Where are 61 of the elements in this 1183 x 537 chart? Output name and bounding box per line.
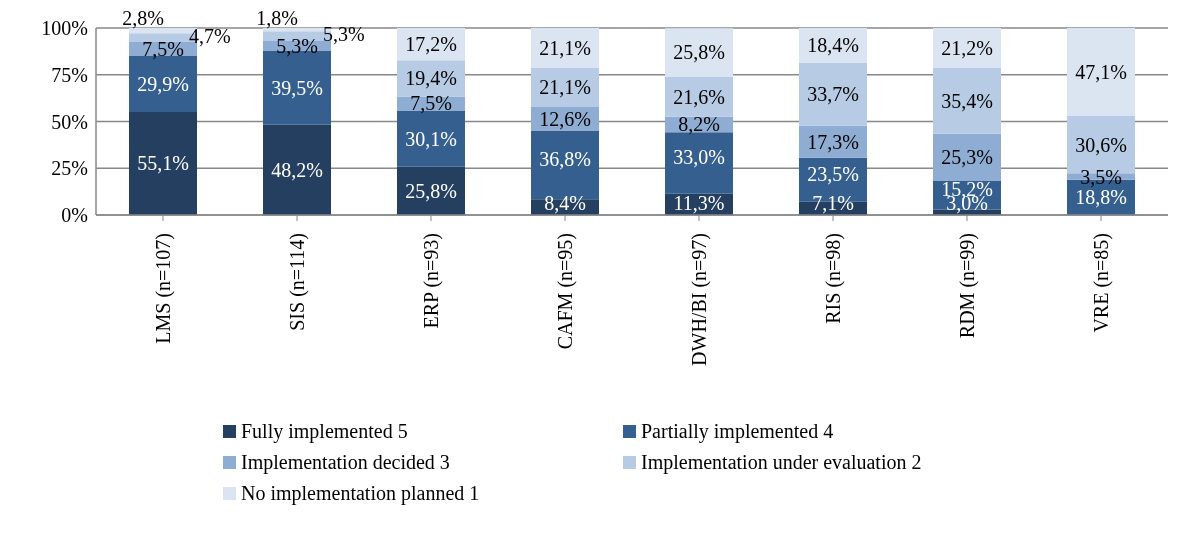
data-label: 8,2% bbox=[678, 113, 720, 136]
data-label: 19,4% bbox=[405, 67, 457, 90]
data-label: 30,6% bbox=[1075, 133, 1127, 156]
data-label: 18,8% bbox=[1075, 186, 1127, 209]
legend-label: Fully implemented 5 bbox=[241, 420, 408, 443]
data-label: 12,6% bbox=[539, 107, 591, 130]
y-tick-label: 50% bbox=[51, 110, 88, 133]
data-label: 33,7% bbox=[807, 82, 859, 105]
x-tick-label: RDM (n=99) bbox=[956, 233, 979, 339]
data-label: 17,3% bbox=[807, 130, 859, 153]
data-label: 25,3% bbox=[941, 146, 993, 169]
data-label: 47,1% bbox=[1075, 61, 1127, 84]
bar bbox=[129, 111, 197, 215]
legend-label: Partially implemented 4 bbox=[641, 420, 834, 443]
data-label: 39,5% bbox=[271, 76, 323, 99]
bar bbox=[531, 67, 599, 107]
data-label: 7,5% bbox=[410, 92, 452, 115]
bar bbox=[1067, 28, 1135, 117]
data-label: 17,2% bbox=[405, 33, 457, 56]
y-tick-label: 0% bbox=[61, 204, 88, 227]
x-tick-label: VRE (n=85) bbox=[1090, 233, 1113, 333]
data-label: 48,2% bbox=[271, 158, 323, 181]
y-tick-label: 25% bbox=[51, 157, 88, 180]
x-tick-label: ERP (n=93) bbox=[420, 233, 443, 329]
legend-label: Implementation under evaluation 2 bbox=[641, 451, 922, 474]
data-label: 3,5% bbox=[1080, 165, 1122, 188]
bar bbox=[933, 67, 1001, 134]
data-label: 25,8% bbox=[405, 179, 457, 202]
data-label: 21,2% bbox=[941, 36, 993, 59]
x-tick-label: RIS (n=98) bbox=[822, 233, 845, 324]
data-label: 21,1% bbox=[539, 76, 591, 99]
legend-label: No implementation planned 1 bbox=[241, 482, 480, 505]
data-label: 33,0% bbox=[673, 146, 725, 169]
data-label: 55,1% bbox=[137, 152, 189, 175]
data-label: 36,8% bbox=[539, 147, 591, 170]
data-label: 5,3% bbox=[276, 35, 318, 58]
data-label: 23,5% bbox=[807, 162, 859, 185]
data-label: 29,9% bbox=[137, 73, 189, 96]
data-label: 8,4% bbox=[544, 192, 586, 214]
bar bbox=[263, 124, 331, 215]
y-tick-label: 100% bbox=[41, 17, 88, 40]
data-label: 7,1% bbox=[812, 192, 854, 214]
bar bbox=[799, 62, 867, 126]
y-tick-label: 75% bbox=[51, 63, 88, 86]
x-tick-label: CAFM (n=95) bbox=[554, 233, 577, 350]
data-label: 5,3% bbox=[323, 23, 365, 46]
x-tick-label: SIS (n=114) bbox=[286, 233, 309, 331]
data-label: 21,1% bbox=[539, 36, 591, 59]
legend-label: Implementation decided 3 bbox=[241, 451, 450, 474]
data-label: 35,4% bbox=[941, 89, 993, 112]
data-label: 2,8% bbox=[122, 7, 164, 29]
data-label: 25,8% bbox=[673, 41, 725, 64]
x-tick-label: DWH/BI (n=97) bbox=[688, 233, 711, 366]
data-label: 4,7% bbox=[189, 24, 231, 47]
data-label: 21,6% bbox=[673, 85, 725, 108]
data-label: 7,5% bbox=[142, 38, 184, 61]
data-label: 11,3% bbox=[673, 192, 725, 214]
data-label: 1,8% bbox=[256, 7, 298, 29]
x-tick-label: LMS (n=107) bbox=[152, 233, 175, 344]
data-label: 18,4% bbox=[807, 34, 859, 57]
data-label: 30,1% bbox=[405, 127, 457, 150]
